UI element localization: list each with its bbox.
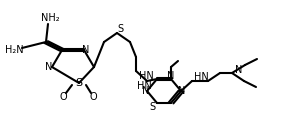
Text: HN: HN [137, 81, 151, 91]
Text: H₂N: H₂N [5, 45, 23, 55]
Text: N: N [167, 71, 175, 81]
Text: HN: HN [139, 71, 154, 81]
Text: O: O [59, 92, 67, 102]
Text: NH₂: NH₂ [41, 13, 59, 23]
Text: N: N [178, 86, 186, 96]
Text: N: N [142, 86, 150, 96]
Text: N: N [235, 65, 242, 75]
Text: S: S [149, 102, 155, 112]
Text: S: S [76, 78, 83, 88]
Text: O: O [89, 92, 97, 102]
Text: S: S [117, 24, 123, 34]
Text: N: N [82, 45, 90, 55]
Text: HN: HN [194, 72, 209, 82]
Text: N: N [45, 62, 53, 72]
